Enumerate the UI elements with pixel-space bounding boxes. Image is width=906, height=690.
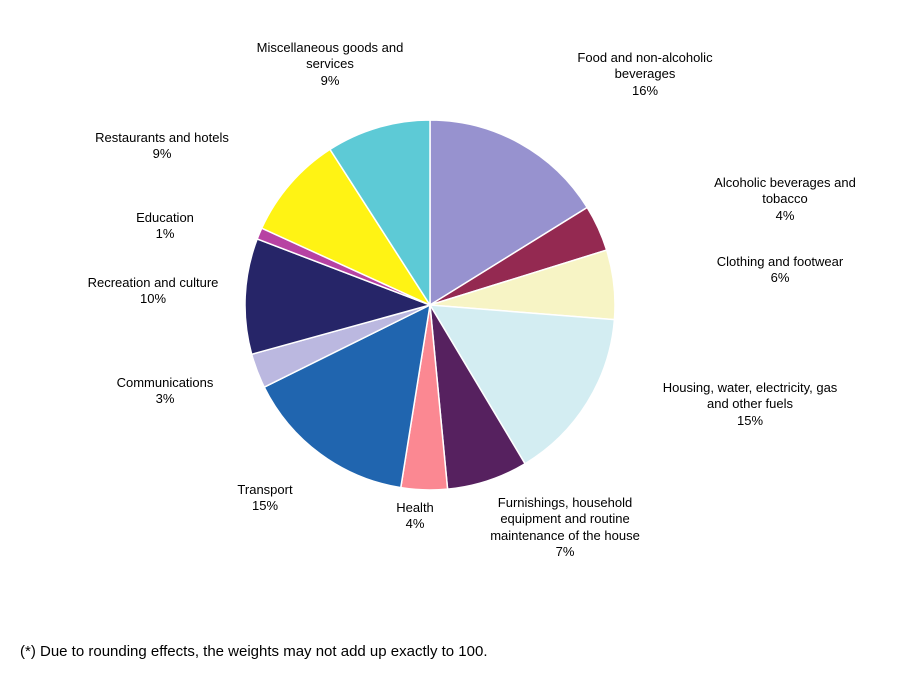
pie-chart [225,100,635,510]
footnote-text: (*) Due to rounding effects, the weights… [20,643,488,660]
pie-slice-label: Restaurants and hotels9% [77,130,247,163]
pie-slice-label: Alcoholic beverages andtobacco4% [695,175,875,224]
pie-slice-label: Health4% [375,500,455,533]
pie-slice-label: Recreation and culture10% [73,275,233,308]
pie-slice-label: Furnishings, householdequipment and rout… [465,495,665,560]
pie-slice-label: Clothing and footwear6% [700,254,860,287]
pie-slice-label: Transport15% [215,482,315,515]
pie-slice-label: Miscellaneous goods andservices9% [235,40,425,89]
pie-chart-container: Food and non-alcoholicbeverages16% Alcoho… [0,0,906,620]
pie-slice-label: Food and non-alcoholicbeverages16% [555,50,735,99]
pie-slice-label: Housing, water, electricity, gasand othe… [640,380,860,429]
pie-slice-label: Communications3% [100,375,230,408]
pie-slice-label: Education1% [115,210,215,243]
